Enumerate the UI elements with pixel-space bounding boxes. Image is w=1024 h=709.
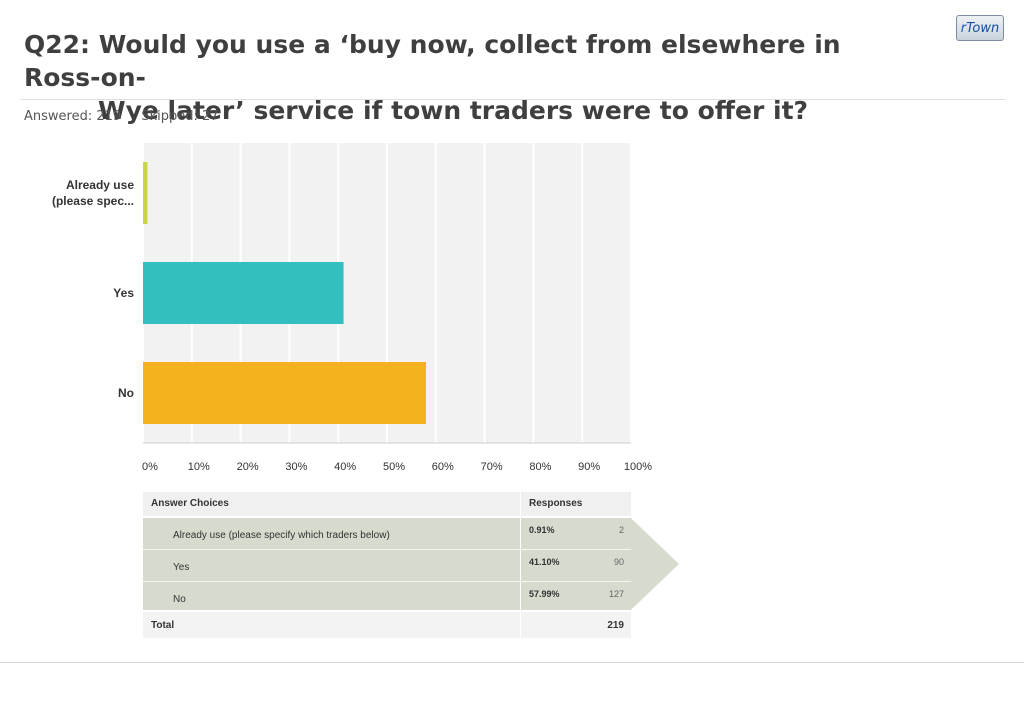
bar bbox=[143, 262, 344, 324]
table-row: Yes 41.10% 90 bbox=[143, 550, 631, 582]
title-line-1: Q22: Would you use a ‘buy now, collect f… bbox=[24, 30, 841, 92]
highlight-arrow bbox=[143, 518, 679, 610]
category-label: No bbox=[118, 386, 134, 400]
row-count: 90 bbox=[613, 557, 624, 567]
row-label: Already use (please specify which trader… bbox=[173, 530, 390, 541]
x-tick-label: 40% bbox=[334, 461, 356, 473]
x-tick-label: 70% bbox=[481, 461, 503, 473]
footer-divider bbox=[0, 662, 1024, 663]
x-tick-label: 80% bbox=[529, 461, 551, 473]
x-tick-label: 90% bbox=[578, 461, 600, 473]
table-header-row: Answer Choices Responses bbox=[143, 492, 631, 516]
title-divider bbox=[20, 99, 1006, 100]
bar bbox=[143, 362, 426, 424]
x-tick-label: 20% bbox=[237, 461, 259, 473]
table-row: No 57.99% 127 bbox=[143, 582, 631, 614]
response-summary: Answered: 219 Skipped: 27 bbox=[24, 109, 235, 124]
row-percent: 0.91% bbox=[529, 525, 555, 535]
row-count: 2 bbox=[618, 525, 624, 535]
rtown-logo: rTown bbox=[956, 15, 1004, 41]
title-line-2: Wye later’ service if town traders were … bbox=[98, 96, 809, 125]
header-responses: Responses bbox=[529, 498, 583, 509]
table-total-row: Total 219 bbox=[143, 612, 631, 638]
header-answer-choices: Answer Choices bbox=[151, 498, 229, 509]
x-tick-label: 50% bbox=[383, 461, 405, 473]
x-tick-label: 30% bbox=[285, 461, 307, 473]
row-label: No bbox=[173, 594, 186, 605]
logo-suffix: Town bbox=[966, 21, 1000, 36]
category-label: (please spec... bbox=[52, 194, 134, 208]
category-label: Yes bbox=[113, 286, 134, 300]
row-count: 127 bbox=[608, 589, 624, 599]
x-tick-label: 10% bbox=[188, 461, 210, 473]
total-count: 219 bbox=[607, 620, 624, 631]
x-tick-label: 60% bbox=[432, 461, 454, 473]
row-percent: 57.99% bbox=[529, 589, 560, 599]
row-label: Yes bbox=[173, 562, 190, 573]
answered-count: Answered: 219 bbox=[24, 109, 122, 124]
bar bbox=[143, 162, 148, 224]
x-tick-label: 100% bbox=[624, 461, 652, 473]
question-title: Q22: Would you use a ‘buy now, collect f… bbox=[24, 28, 924, 127]
total-label: Total bbox=[151, 620, 175, 631]
x-tick-label: 0% bbox=[142, 461, 158, 473]
row-percent: 41.10% bbox=[529, 557, 560, 567]
table-row: Already use (please specify which trader… bbox=[143, 518, 631, 550]
category-label: Already use bbox=[66, 178, 134, 192]
skipped-count: Skipped: 27 bbox=[141, 109, 219, 124]
logo-prefix: r bbox=[960, 21, 967, 36]
